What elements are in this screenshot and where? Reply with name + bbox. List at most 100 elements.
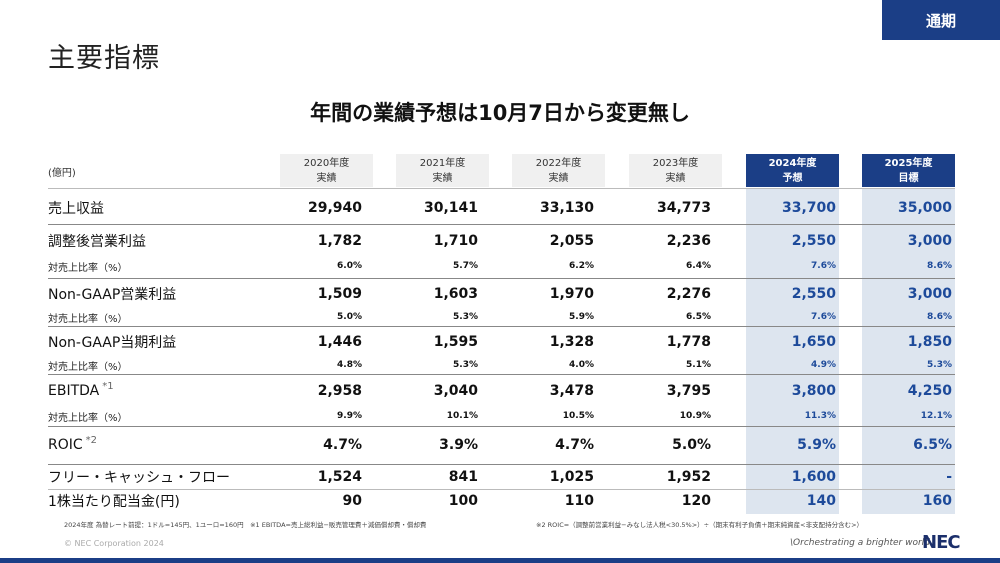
table-row: Non-GAAP当期利益 1,446 1,595 1,328 1,778 1,650 1,8… xyxy=(48,328,955,356)
row-label-text: ROIC xyxy=(48,437,83,453)
table-cell: 30,141 xyxy=(423,200,478,216)
row-label-text: 対売上比率（%） xyxy=(48,412,128,424)
row-label-text: 売上収益 xyxy=(48,201,104,217)
column-header: 2021年度 実績 xyxy=(396,154,489,187)
row-label: EBITDA *1 xyxy=(48,376,114,406)
column-header: 2024年度 予想 xyxy=(746,154,839,187)
column-type: 実績 xyxy=(316,172,337,184)
row-divider xyxy=(48,489,955,490)
table-cell: 120 xyxy=(681,493,711,509)
table-row: Non-GAAP営業利益 1,509 1,603 1,970 2,276 2,550 3,0… xyxy=(48,280,955,308)
table-cell: 6.5% xyxy=(913,437,952,453)
table-row: ROIC *2 4.7% 3.9% 4.7% 5.0% 5.9% 6.5% xyxy=(48,428,955,462)
unit-label: (億円) xyxy=(48,168,76,179)
column-year: 2022年度 xyxy=(535,157,582,169)
row-label: 売上収益 xyxy=(48,192,104,224)
row-divider xyxy=(48,224,955,225)
table-cell: 1,025 xyxy=(549,469,594,485)
row-label: ROIC *2 xyxy=(48,428,97,462)
table-cell: 841 xyxy=(448,469,478,485)
footnote-left: 2024年度 為替レート前提：1ドル=145円、1ユーロ=160円 ※1 EBI… xyxy=(64,521,427,529)
table-row: 対売上比率（%） 4.8% 5.3% 4.0% 5.1% 4.9% 5.3% xyxy=(48,356,955,374)
table-cell: 1,710 xyxy=(433,233,478,249)
table-cell: 7.6% xyxy=(811,312,836,322)
table-cell: 2,958 xyxy=(317,383,362,399)
table-cell: 9.9% xyxy=(337,411,362,421)
row-label-text: Non-GAAP当期利益 xyxy=(48,335,177,351)
row-divider xyxy=(48,464,955,465)
row-divider xyxy=(48,374,955,375)
column-type: 目標 xyxy=(898,172,919,184)
table-cell: 1,524 xyxy=(317,469,362,485)
table-cell: 5.0% xyxy=(337,312,362,322)
table-cell: 1,600 xyxy=(791,469,836,485)
table-row: EBITDA *1 2,958 3,040 3,478 3,795 3,800 4,250 xyxy=(48,376,955,406)
table-cell: 29,940 xyxy=(307,200,362,216)
table-cell: 4,250 xyxy=(907,383,952,399)
table-cell: 3,795 xyxy=(666,383,711,399)
table-cell: 35,000 xyxy=(897,200,952,216)
table-cell: 2,055 xyxy=(549,233,594,249)
table-cell: - xyxy=(946,469,952,485)
table-cell: 12.1% xyxy=(920,411,952,421)
row-label: 対売上比率（%） xyxy=(48,406,128,426)
footnote-marker: *1 xyxy=(102,380,114,392)
table-cell: 3.9% xyxy=(439,437,478,453)
table-cell: 5.3% xyxy=(453,360,478,370)
table-cell: 5.3% xyxy=(453,312,478,322)
table-row: 売上収益 29,940 30,141 33,130 34,773 33,700 35,000 xyxy=(48,192,955,224)
row-label-text: EBITDA xyxy=(48,383,100,399)
table-cell: 10.1% xyxy=(446,411,478,421)
table-cell: 140 xyxy=(806,493,836,509)
table-row: 対売上比率（%） 9.9% 10.1% 10.5% 10.9% 11.3% 12.1% xyxy=(48,406,955,426)
row-label: フリー・キャッシュ・フロー xyxy=(48,464,230,490)
table-cell: 4.0% xyxy=(569,360,594,370)
row-label: 調整後営業利益 xyxy=(48,226,146,256)
column-year: 2024年度 xyxy=(768,157,817,169)
table-cell: 1,603 xyxy=(433,286,478,302)
table-cell: 2,550 xyxy=(791,233,836,249)
table-cell: 110 xyxy=(564,493,594,509)
row-label: Non-GAAP当期利益 xyxy=(48,328,176,356)
table-row: 1株当たり配当金(円) 90 100 110 120 140 160 xyxy=(48,490,955,512)
table-cell: 1,778 xyxy=(666,334,711,350)
table-cell: 6.4% xyxy=(686,261,711,271)
row-label: 1株当たり配当金(円) xyxy=(48,490,180,512)
table-cell: 4.7% xyxy=(555,437,594,453)
table-cell: 4.9% xyxy=(811,360,836,370)
row-label: 対売上比率（%） xyxy=(48,256,128,276)
table-row: 対売上比率（%） 5.0% 5.3% 5.9% 6.5% 7.6% 8.6% xyxy=(48,308,955,326)
column-header: 2020年度 実績 xyxy=(280,154,373,187)
row-label-text: 対売上比率（%） xyxy=(48,361,128,373)
row-label-text: 調整後営業利益 xyxy=(48,234,146,250)
table-cell: 33,130 xyxy=(539,200,594,216)
row-label-text: 対売上比率（%） xyxy=(48,262,128,274)
table-cell: 1,650 xyxy=(791,334,836,350)
table-cell: 5.7% xyxy=(453,261,478,271)
column-header: 2022年度 実績 xyxy=(512,154,605,187)
table-cell: 100 xyxy=(448,493,478,509)
column-type: 予想 xyxy=(782,172,803,184)
table-cell: 2,550 xyxy=(791,286,836,302)
row-divider xyxy=(48,188,955,189)
table-cell: 2,276 xyxy=(666,286,711,302)
column-type: 実績 xyxy=(548,172,569,184)
table-cell: 11.3% xyxy=(804,411,836,421)
table-cell: 3,800 xyxy=(791,383,836,399)
column-year: 2023年度 xyxy=(652,157,699,169)
row-divider xyxy=(48,278,955,279)
table-cell: 34,773 xyxy=(656,200,711,216)
bottom-bar xyxy=(0,558,1000,563)
column-type: 実績 xyxy=(665,172,686,184)
row-label-text: 1株当たり配当金(円) xyxy=(48,494,180,510)
row-label: Non-GAAP営業利益 xyxy=(48,280,176,308)
footnote-marker: *2 xyxy=(85,434,98,446)
table-cell: 5.0% xyxy=(672,437,711,453)
target-column-highlight xyxy=(862,188,955,514)
table-row: 調整後営業利益 1,782 1,710 2,055 2,236 2,550 3,000 xyxy=(48,226,955,256)
row-label: 対売上比率（%） xyxy=(48,356,128,374)
table-cell: 1,328 xyxy=(549,334,594,350)
row-divider xyxy=(48,326,955,327)
table-cell: 5.3% xyxy=(927,360,952,370)
column-header: 2023年度 実績 xyxy=(629,154,722,187)
